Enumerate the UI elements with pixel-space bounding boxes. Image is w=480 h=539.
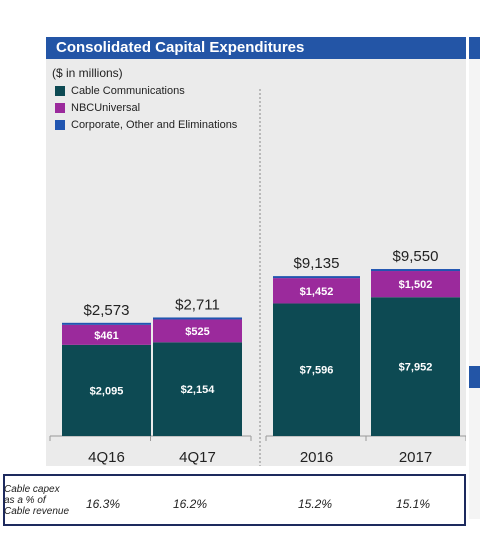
bar-4Q16-segment-0 <box>62 344 151 436</box>
legend-label-nbcu: NBCUniversal <box>71 101 141 114</box>
chart-title: Consolidated Capital Expenditures <box>46 37 466 59</box>
category-label-2016: 2016 <box>300 449 333 466</box>
bar-4Q17-segment-2 <box>153 317 242 320</box>
adjacent-panel-header-2 <box>469 366 480 388</box>
category-label-4Q16: 4Q16 <box>88 449 125 466</box>
ratio-value-2017: 15.1% <box>395 497 431 511</box>
capex-chart: $2,095 $461 $2,573 4Q16 $2,154 $525 $2,711 4Q17… <box>49 89 466 466</box>
bar-label-4Q16-segment-0: $2,095 <box>90 385 124 397</box>
ratio-label-line-3: Cable revenue <box>4 506 70 517</box>
ratio-value-2016: 15.2% <box>297 497 333 511</box>
bar-2017-segment-2 <box>371 269 460 272</box>
category-label-2017: 2017 <box>399 449 432 466</box>
chart-panel: $2,095 $461 $2,573 4Q16 $2,154 $525 $2,711 4Q17… <box>46 59 466 466</box>
bar-label-2017-segment-0: $7,952 <box>399 362 433 374</box>
bar-label-2016-segment-0: $7,596 <box>300 365 334 377</box>
bar-label-4Q17-segment-0: $2,154 <box>181 384 216 396</box>
bar-2016-segment-2 <box>273 276 360 279</box>
total-label-2017: $9,550 <box>393 248 439 265</box>
legend-swatch-nbcu <box>55 102 65 113</box>
ratio-value-4q17: 16.2% <box>172 497 208 511</box>
adjacent-panel-header <box>469 37 480 59</box>
legend: Cable Communications NBCUniversal Corpor… <box>55 82 237 133</box>
bar-4Q17-segment-0 <box>153 342 242 436</box>
legend-item-cable: Cable Communications <box>55 82 237 99</box>
bar-2016-segment-1 <box>273 278 360 304</box>
bar-label-4Q16-segment-1: $461 <box>94 330 118 342</box>
legend-item-nbcu: NBCUniversal <box>55 99 237 116</box>
legend-swatch-cable <box>55 85 65 96</box>
total-label-4Q17: $2,711 <box>175 296 220 313</box>
total-label-2016: $9,135 <box>294 255 340 272</box>
legend-label-cable: Cable Communications <box>71 84 185 97</box>
category-label-4Q17: 4Q17 <box>179 449 216 466</box>
unit-label: ($ in millions) <box>52 66 123 80</box>
ratio-label-line-2: as a % of <box>4 495 46 506</box>
bar-4Q16-segment-1 <box>62 324 151 345</box>
legend-label-corporate: Corporate, Other and Eliminations <box>71 118 238 131</box>
cable-capex-ratio-label: Cable capex as a % of Cable revenue <box>4 484 69 517</box>
bar-label-2017-segment-1: $1,502 <box>399 279 433 291</box>
legend-item-corporate: Corporate, Other and Eliminations <box>55 116 237 133</box>
cable-capex-ratio-box <box>3 474 466 526</box>
bar-2016-segment-0 <box>273 303 360 436</box>
ratio-value-4q16: 16.3% <box>85 497 121 511</box>
ratio-label-line-1: Cable capex <box>4 484 60 495</box>
total-label-4Q16: $2,573 <box>84 302 130 319</box>
bar-label-4Q17-segment-1: $525 <box>185 326 209 338</box>
bar-label-2016-segment-1: $1,452 <box>300 286 334 298</box>
bar-2017-segment-0 <box>371 297 460 436</box>
bar-4Q16-segment-2 <box>62 322 151 325</box>
bar-2017-segment-1 <box>371 271 460 298</box>
adjacent-panel <box>469 59 480 519</box>
bar-4Q17-segment-1 <box>153 319 242 343</box>
legend-swatch-corporate <box>55 119 65 130</box>
